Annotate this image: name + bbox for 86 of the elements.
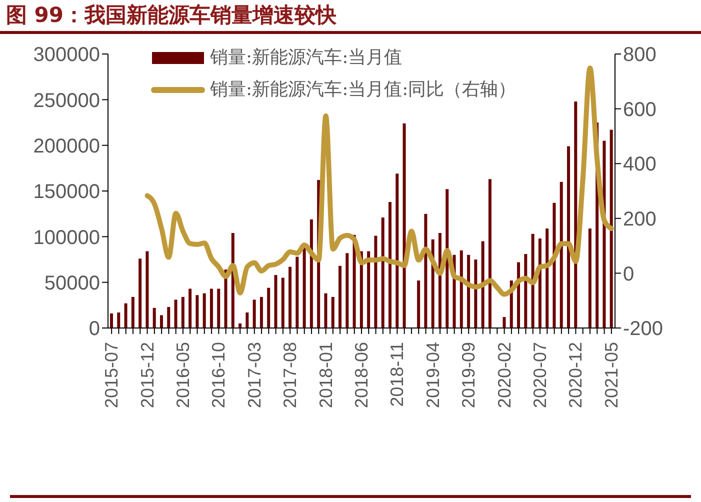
bar <box>167 306 170 328</box>
y-tick-label: 250000 <box>33 90 100 112</box>
y-tick-label: 150000 <box>33 181 100 204</box>
legend-label: 销量:新能源汽车:当月值 <box>210 46 402 70</box>
bar <box>474 260 478 328</box>
bar <box>310 219 313 328</box>
x-tick-label: 2016-10 <box>208 342 229 408</box>
bar <box>246 312 249 328</box>
bar <box>324 293 328 328</box>
bar <box>588 228 592 328</box>
bar <box>302 248 306 328</box>
bar <box>281 278 284 328</box>
bar <box>424 214 428 328</box>
bar <box>110 313 113 328</box>
bar <box>346 253 349 328</box>
y2-tick-label: 600 <box>623 98 656 121</box>
bar <box>610 130 613 328</box>
chart-title: 图 99：我国新能源车销量增速较快 <box>0 0 701 34</box>
bar <box>381 217 384 328</box>
bar <box>152 308 156 328</box>
x-tick-label: 2018-06 <box>352 342 372 408</box>
y-tick-label: 0 <box>88 318 100 340</box>
x-tick-label: 2020-07 <box>530 342 550 408</box>
x-tick-label: 2021-05 <box>601 342 622 408</box>
bar <box>196 295 199 328</box>
y2-tick-label: 800 <box>623 44 656 66</box>
x-tick-label: 2017-03 <box>244 342 264 408</box>
bar <box>260 296 263 328</box>
y2-tick-label: 200 <box>623 208 656 230</box>
bar <box>552 202 556 328</box>
bar <box>267 288 270 328</box>
bar <box>174 300 178 328</box>
bar <box>567 146 570 328</box>
x-tick-label: 2017-08 <box>280 342 300 408</box>
y-tick-label: 50000 <box>44 272 100 294</box>
bar <box>367 251 370 328</box>
bar <box>252 300 256 328</box>
y2-tick-label: 0 <box>623 263 634 286</box>
bar <box>488 179 492 328</box>
bar <box>388 202 392 328</box>
bar <box>288 266 292 328</box>
bar <box>560 182 563 328</box>
bar <box>274 275 278 328</box>
bar <box>296 256 299 328</box>
bar <box>467 254 470 328</box>
y-tick-label: 200000 <box>33 135 100 158</box>
bar <box>117 312 120 328</box>
x-tick-label: 2019-09 <box>458 342 479 408</box>
bar <box>374 236 378 328</box>
x-tick-label: 2018-01 <box>316 342 336 408</box>
bar <box>146 251 149 328</box>
x-tick-label: 2018-11 <box>387 342 408 407</box>
bar <box>217 288 220 328</box>
y2-tick-label: -200 <box>623 318 664 340</box>
x-tick-label: 2020-12 <box>566 342 586 408</box>
bar <box>396 174 399 328</box>
bar <box>546 228 549 328</box>
bar <box>481 241 484 328</box>
bar <box>181 296 184 328</box>
bar <box>202 293 206 328</box>
bar <box>338 266 342 328</box>
bar <box>460 250 463 328</box>
bar <box>538 238 542 328</box>
x-tick-label: 2020-02 <box>494 342 514 408</box>
bar <box>531 234 534 328</box>
x-tick-label: 2019-04 <box>422 342 443 408</box>
y-tick-label: 300000 <box>33 44 100 66</box>
bar <box>124 303 128 328</box>
bar <box>502 317 506 328</box>
bar <box>138 258 142 328</box>
bar <box>574 101 578 328</box>
x-tick-label: 2016-05 <box>172 342 193 408</box>
bar <box>188 288 192 328</box>
legend-label: 销量:新能源汽车:当月值:同比（右轴） <box>210 78 516 102</box>
bar <box>417 280 420 328</box>
bar <box>524 254 528 328</box>
y2-tick-label: 400 <box>623 154 656 176</box>
bar <box>446 189 449 328</box>
bar <box>210 288 213 328</box>
x-tick-label: 2015-12 <box>137 342 158 408</box>
y-tick-label: 100000 <box>33 226 100 249</box>
bar <box>160 315 163 328</box>
x-tick-label: 2015-07 <box>102 342 122 408</box>
bar <box>402 123 406 328</box>
bar <box>331 296 334 328</box>
bar <box>131 296 134 328</box>
